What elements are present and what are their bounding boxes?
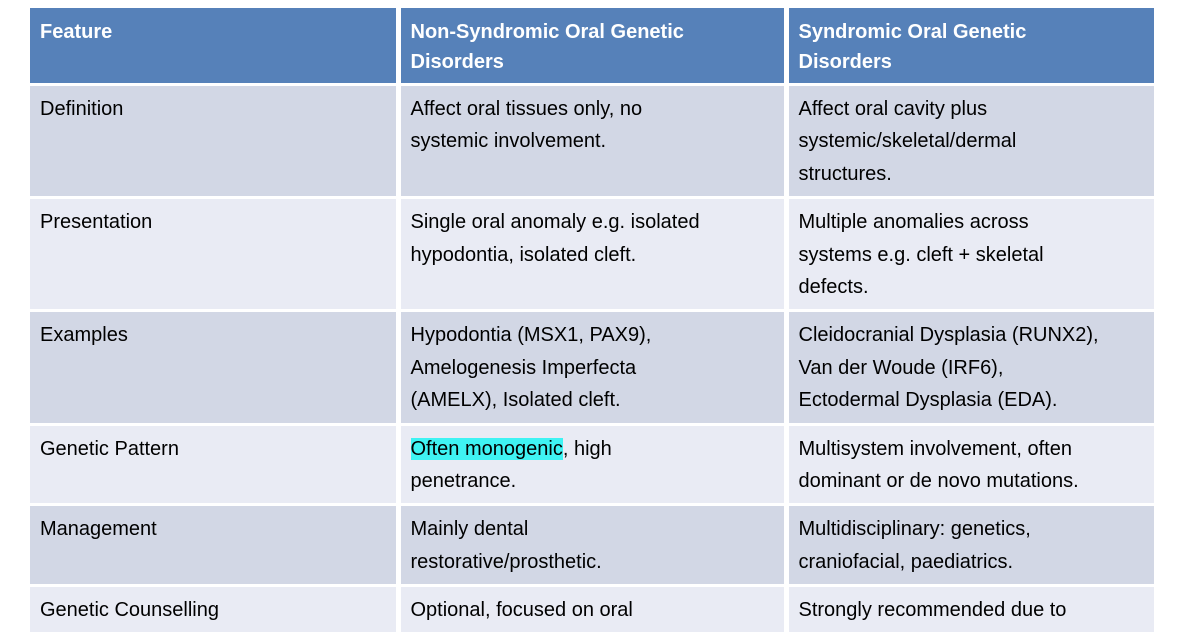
table-row-genetic-counselling: Genetic Counselling Optional, focused on…	[30, 585, 1154, 632]
header-row: Feature Non-Syndromic Oral Genetic Disor…	[30, 8, 1154, 86]
syndromic-cell: Cleidocranial Dysplasia (RUNX2), Van der…	[786, 310, 1154, 426]
highlight-often-monogenic: Often monogenic	[410, 437, 563, 460]
syndromic-cell: Multiple anomalies across systems e.g. c…	[786, 197, 1154, 313]
non-syndromic-cell: Affect oral tissues only, no systemic in…	[398, 84, 789, 200]
non-syndromic-rest-text: , high penetrance.	[410, 437, 612, 492]
non-syndromic-cell: Often monogenic, high penetrance.	[398, 424, 789, 507]
table-row-examples: Examples Hypodontia (MSX1, PAX9), Amelog…	[30, 310, 1154, 426]
feature-cell: Genetic Counselling	[30, 585, 401, 632]
non-syndromic-cell: Single oral anomaly e.g. isolated hypodo…	[398, 197, 789, 313]
header-cell-feature: Feature	[30, 8, 401, 86]
table-row-presentation: Presentation Single oral anomaly e.g. is…	[30, 197, 1154, 313]
comparison-table: Feature Non-Syndromic Oral Genetic Disor…	[30, 8, 1154, 632]
feature-cell: Management	[30, 504, 401, 588]
non-syndromic-cell: Mainly dental restorative/prosthetic.	[398, 504, 789, 588]
non-syndromic-cell: Hypodontia (MSX1, PAX9), Amelogenesis Im…	[398, 310, 789, 426]
syndromic-cell: Multidisciplinary: genetics, craniofacia…	[786, 504, 1154, 588]
table-row-genetic-pattern: Genetic Pattern Often monogenic, high pe…	[30, 424, 1154, 507]
syndromic-cell: Multisystem involvement, often dominant …	[786, 424, 1154, 507]
syndromic-cell: Strongly recommended due to systemic imp…	[786, 585, 1154, 632]
feature-cell: Definition	[30, 84, 401, 200]
table-row-definition: Definition Affect oral tissues only, no …	[30, 84, 1154, 200]
table-row-management: Management Mainly dental restorative/pro…	[30, 504, 1154, 588]
syndromic-cell: Affect oral cavity plus systemic/skeleta…	[786, 84, 1154, 200]
feature-cell: Presentation	[30, 197, 401, 313]
feature-cell: Genetic Pattern	[30, 424, 401, 507]
non-syndromic-cell: Optional, focused on oral recurrence ris…	[398, 585, 789, 632]
header-cell-syndromic: Syndromic Oral Genetic Disorders	[786, 8, 1154, 86]
feature-cell: Examples	[30, 310, 401, 426]
header-cell-non-syndromic: Non-Syndromic Oral Genetic Disorders	[398, 8, 789, 86]
